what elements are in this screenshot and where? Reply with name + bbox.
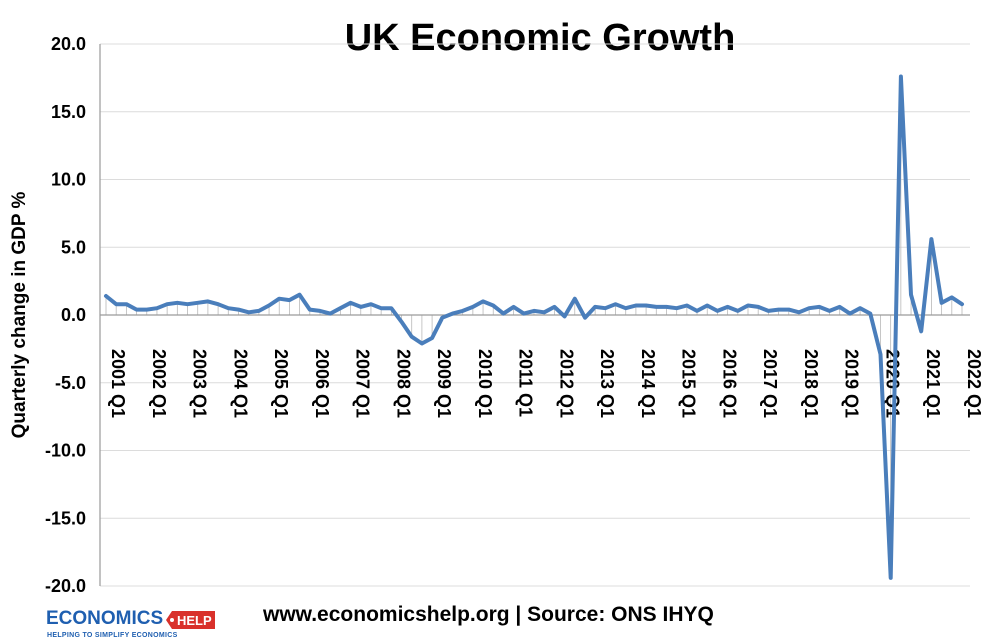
x-tick-label: 2008 Q1 [393, 349, 413, 418]
x-tick-label: 2011 Q1 [516, 349, 536, 417]
x-tick-label: 2016 Q1 [719, 349, 739, 418]
axes [99, 44, 970, 586]
x-tick-label: 2009 Q1 [434, 349, 454, 418]
gridlines [100, 43, 970, 587]
logo-tagline: HELPING TO SIMPLIFY ECONOMICS [47, 632, 178, 639]
x-tick-label: 2004 Q1 [230, 349, 250, 418]
y-tick-label: 15.0 [51, 102, 86, 122]
x-tick-label: 2005 Q1 [271, 349, 291, 418]
logo-text: ECONOMICS [46, 608, 163, 629]
x-tick-label: 2021 Q1 [923, 349, 943, 418]
series-line [104, 74, 964, 580]
x-tick-label: 2010 Q1 [475, 349, 495, 418]
logo-tag-hole [170, 618, 174, 622]
y-tick-label: -5.0 [55, 373, 86, 393]
y-axis-ticks: 20.0 15.0 10.0 5.0 0.0 -5.0 -10.0 -15.0 -20.0 [45, 34, 86, 596]
y-tick-label: 20.0 [51, 34, 86, 54]
x-tick-label: 2003 Q1 [190, 349, 210, 418]
y-tick-label: 0.0 [61, 305, 86, 325]
y-tick-label: -10.0 [45, 441, 86, 461]
series-group [104, 74, 964, 580]
y-tick-label: -20.0 [45, 576, 86, 596]
x-tick-label: 2002 Q1 [149, 349, 169, 418]
economics-help-logo: ECONOMICS HELP HELPING TO SIMPLIFY ECONO… [46, 608, 215, 639]
y-tick-label: 5.0 [61, 237, 86, 257]
x-tick-label: 2015 Q1 [679, 349, 699, 418]
logo-badge: HELP [177, 613, 212, 628]
x-axis-ticks: 2001 Q1 2002 Q1 2003 Q1 2004 Q1 2005 Q1 2006 … [108, 349, 984, 418]
x-tick-label: 2014 Q1 [638, 349, 658, 418]
x-tick-label: 2022 Q1 [964, 349, 984, 418]
y-axis-label: Quarterly change in GDP % [9, 192, 30, 439]
source-note: www.economicshelp.org | Source: ONS IHYQ [262, 603, 714, 626]
x-tick-label: 2006 Q1 [312, 349, 332, 418]
x-tick-label: 2007 Q1 [353, 349, 373, 418]
y-tick-label: 10.0 [51, 170, 86, 190]
x-tick-label: 2020 Q1 [882, 349, 902, 418]
x-tick-label: 2013 Q1 [597, 349, 617, 418]
x-tick-label: 2001 Q1 [108, 349, 128, 418]
x-tick-label: 2019 Q1 [842, 349, 862, 418]
logo-tag-shape [166, 611, 215, 629]
x-tick-label: 2017 Q1 [760, 349, 780, 418]
chart-title: UK Economic Growth [345, 17, 736, 59]
y-tick-label: -15.0 [45, 508, 86, 528]
x-tick-label: 2012 Q1 [556, 349, 576, 418]
x-tick-label: 2018 Q1 [801, 349, 821, 418]
